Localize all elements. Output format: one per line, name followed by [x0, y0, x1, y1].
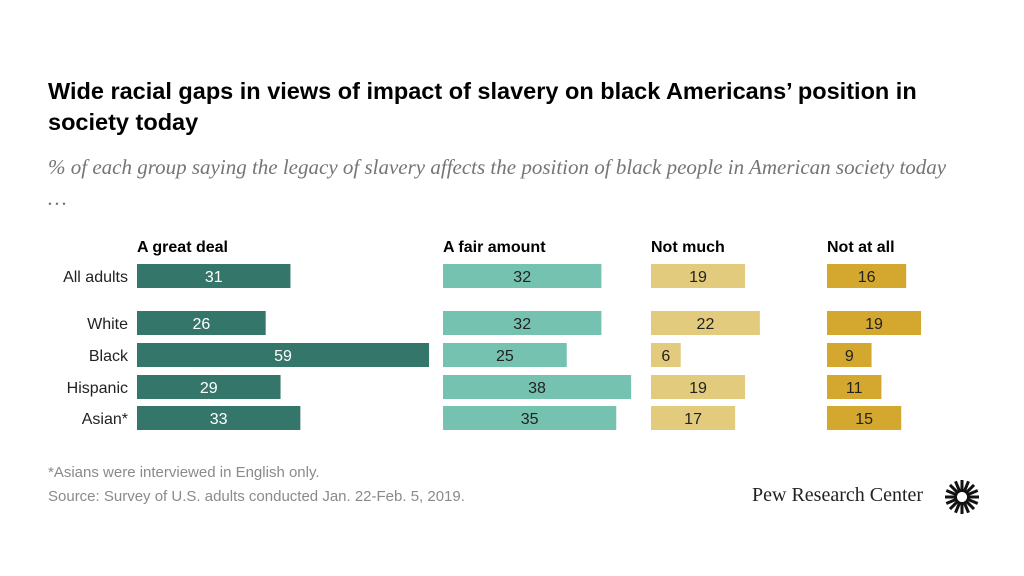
bar: [827, 311, 922, 335]
data-label: 59: [274, 348, 292, 365]
category-label: White: [87, 316, 128, 333]
pew-logo: Pew Research Center: [752, 484, 924, 506]
bar: [827, 406, 902, 430]
data-label: 16: [858, 269, 876, 286]
category-label: Hispanic: [67, 380, 128, 397]
series-header: A fair amount: [443, 239, 546, 256]
bar: [651, 406, 736, 430]
bar: [827, 343, 872, 367]
bar: [651, 264, 746, 288]
chart-title: Wide racial gaps in views of impact of s…: [48, 78, 917, 135]
bar: [443, 375, 632, 399]
series-header: Not much: [651, 239, 725, 256]
data-label: 32: [513, 316, 531, 333]
source-note: Source: Survey of U.S. adults conducted …: [48, 488, 465, 505]
bar: [827, 375, 882, 399]
footnote: *Asians were interviewed in English only…: [48, 464, 320, 481]
series-header: Not at all: [827, 239, 895, 256]
data-label: 6: [661, 348, 670, 365]
category-label: Black: [89, 348, 129, 365]
data-label: 17: [684, 411, 702, 428]
chart-subtitle: % of each group saying the legacy of sla…: [48, 155, 947, 210]
category-label: All adults: [63, 269, 128, 286]
data-label: 9: [845, 348, 854, 365]
series-header: A great deal: [137, 239, 228, 256]
data-label: 19: [865, 316, 883, 333]
data-label: 19: [689, 380, 707, 397]
bar: [137, 264, 291, 288]
pew-sunburst-icon: [945, 480, 979, 514]
bar: [137, 343, 430, 367]
data-label: 15: [855, 411, 873, 428]
data-label: 35: [521, 411, 539, 428]
bar: [137, 406, 301, 430]
bar: [443, 311, 602, 335]
bar: [137, 375, 281, 399]
data-label: 29: [200, 380, 218, 397]
data-label: 25: [496, 348, 514, 365]
bar: [651, 311, 760, 335]
bar: [827, 264, 907, 288]
data-label: 38: [528, 380, 546, 397]
data-label: 32: [513, 269, 531, 286]
data-label: 33: [210, 411, 228, 428]
data-label: 11: [846, 380, 863, 397]
data-label: 19: [689, 269, 707, 286]
data-label: 31: [205, 269, 223, 286]
bar: [137, 311, 266, 335]
bar: [651, 375, 746, 399]
bar: [443, 343, 567, 367]
bar: [651, 343, 681, 367]
bar: [443, 406, 617, 430]
data-label: 22: [697, 316, 715, 333]
bar: [443, 264, 602, 288]
category-label: Asian*: [82, 411, 128, 428]
data-label: 26: [192, 316, 210, 333]
